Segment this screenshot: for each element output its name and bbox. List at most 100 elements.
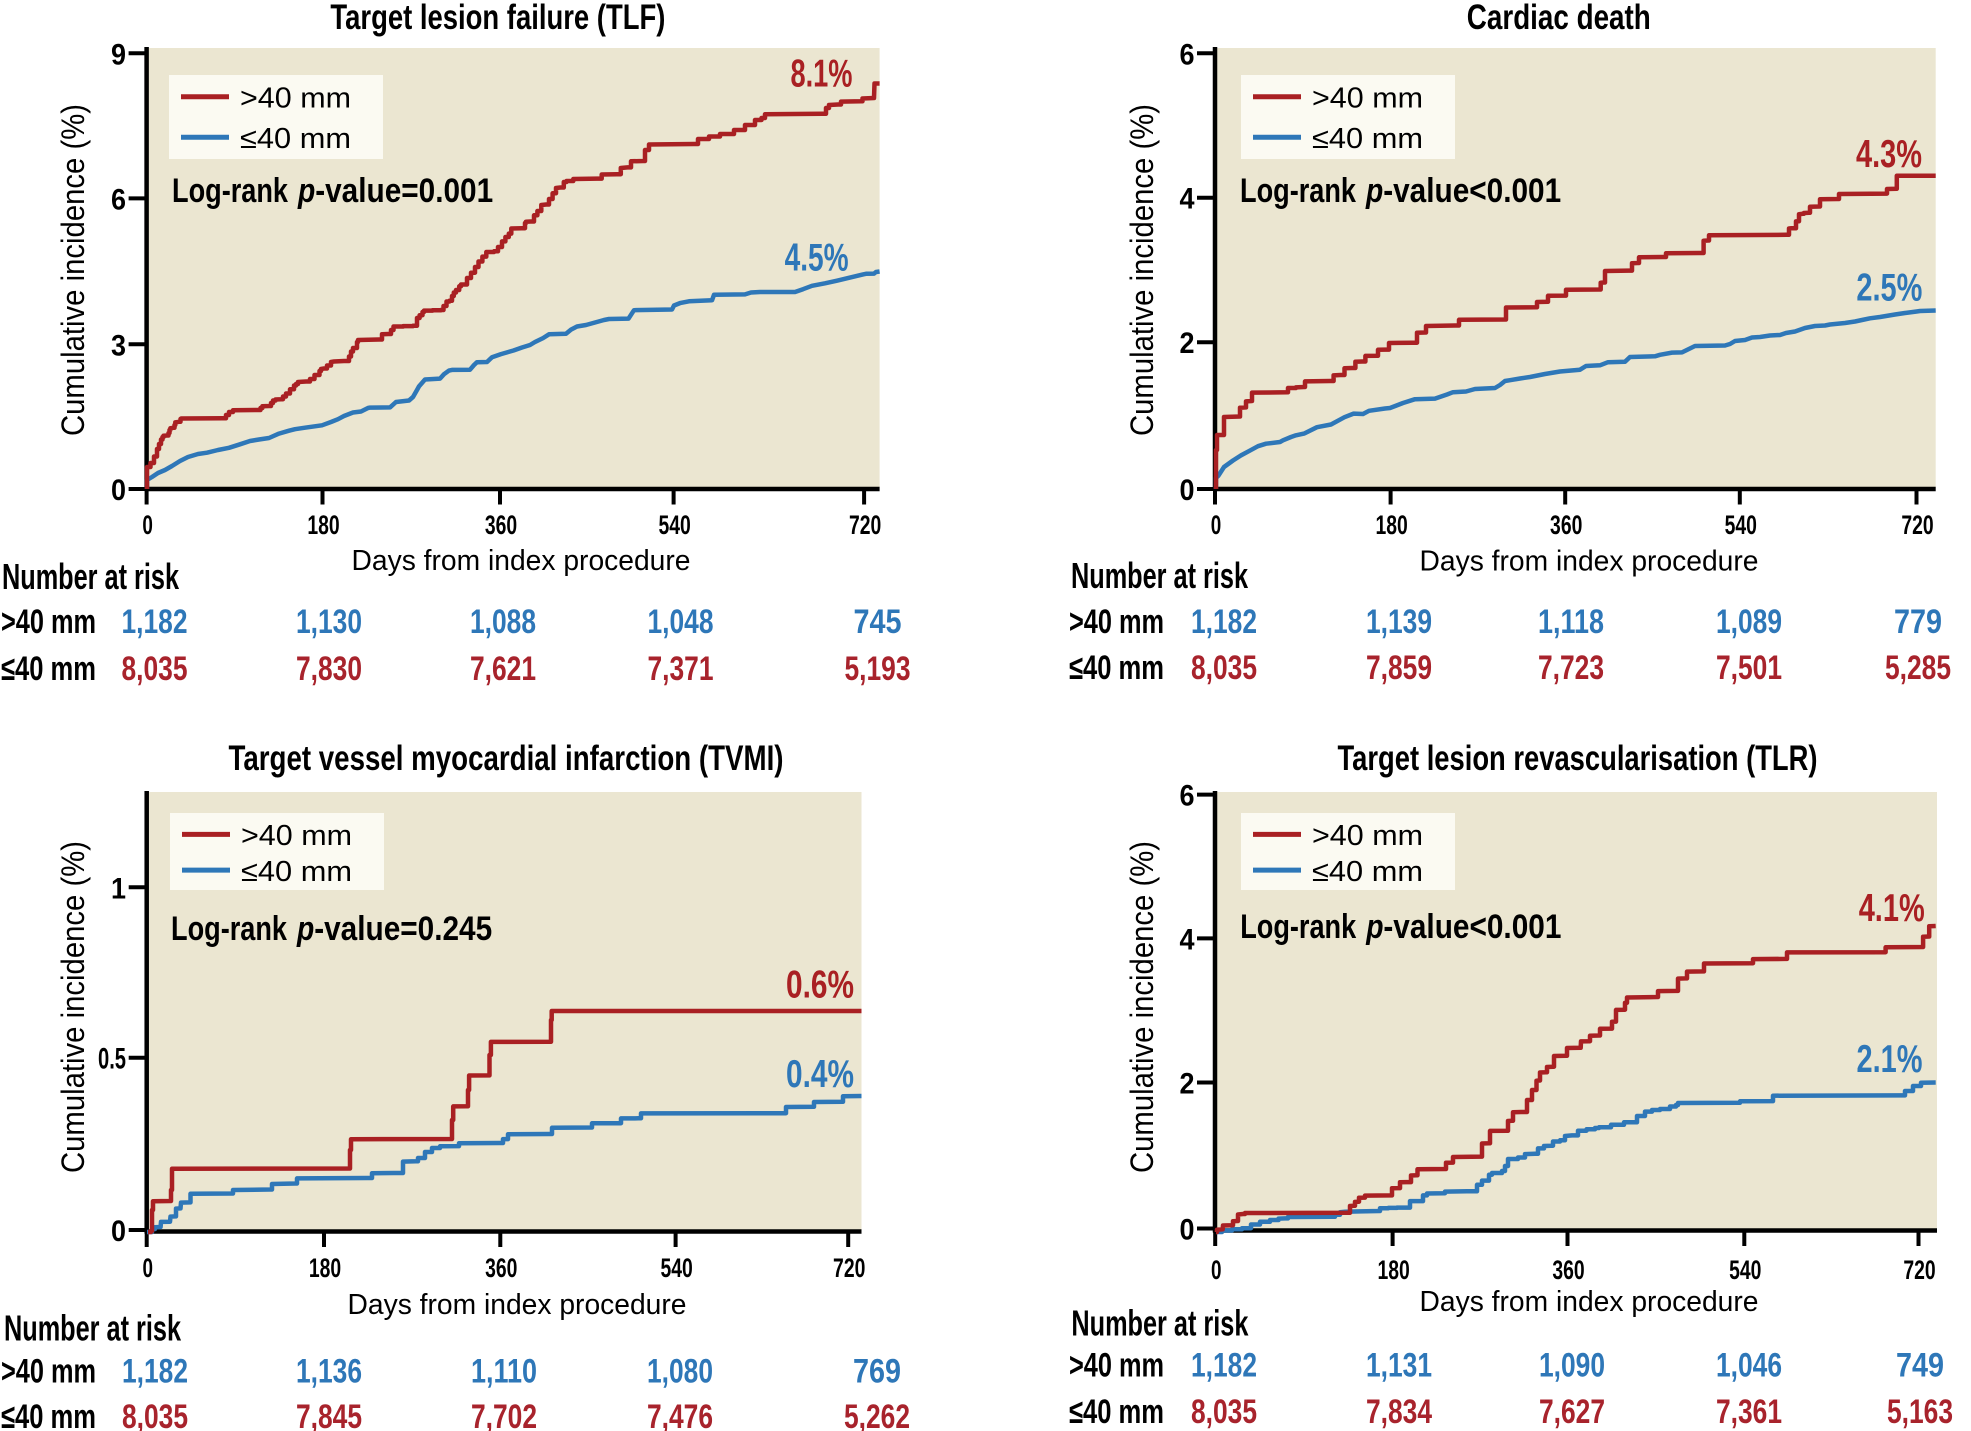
svg-text:3: 3 bbox=[111, 329, 126, 362]
svg-text:Target lesion revascularisatio: Target lesion revascularisation (TLR) bbox=[1338, 739, 1818, 778]
svg-text:7,476: 7,476 bbox=[647, 1398, 713, 1431]
svg-text:1,080: 1,080 bbox=[647, 1353, 713, 1391]
svg-text:>40 mm: >40 mm bbox=[1312, 820, 1423, 852]
svg-text:Days from index procedure: Days from index procedure bbox=[348, 1289, 687, 1321]
svg-text:6: 6 bbox=[111, 183, 126, 216]
svg-text:4.3%: 4.3% bbox=[1856, 133, 1922, 176]
svg-text:Number at risk: Number at risk bbox=[1071, 1303, 1249, 1344]
svg-text:7,845: 7,845 bbox=[296, 1398, 362, 1431]
svg-text:8,035: 8,035 bbox=[122, 650, 188, 688]
svg-text:Log-rank: Log-rank bbox=[1240, 172, 1357, 210]
svg-text:360: 360 bbox=[1552, 1255, 1584, 1285]
svg-text:1,089: 1,089 bbox=[1716, 603, 1782, 641]
svg-text:Log-rank: Log-rank bbox=[171, 910, 288, 948]
svg-text:Number at risk: Number at risk bbox=[2, 556, 180, 597]
svg-text:1,182: 1,182 bbox=[1191, 1347, 1257, 1385]
svg-text:8.1%: 8.1% bbox=[791, 53, 853, 96]
svg-text:p: p bbox=[297, 172, 315, 210]
svg-text:-value=0.001: -value=0.001 bbox=[315, 172, 493, 210]
svg-text:4: 4 bbox=[1180, 923, 1195, 956]
svg-text:≤40 mm: ≤40 mm bbox=[1069, 649, 1164, 687]
svg-text:180: 180 bbox=[307, 510, 339, 540]
svg-text:2: 2 bbox=[1180, 327, 1195, 360]
svg-text:>40 mm: >40 mm bbox=[241, 820, 352, 852]
svg-text:7,361: 7,361 bbox=[1716, 1393, 1782, 1431]
svg-text:Cumulative incidence (%): Cumulative incidence (%) bbox=[1124, 841, 1160, 1173]
svg-text:1,182: 1,182 bbox=[122, 603, 188, 641]
svg-text:4: 4 bbox=[1180, 183, 1195, 216]
svg-text:1: 1 bbox=[111, 872, 126, 905]
svg-text:>40 mm: >40 mm bbox=[1312, 83, 1423, 115]
svg-text:Log-rank: Log-rank bbox=[172, 172, 289, 210]
svg-text:>40 mm: >40 mm bbox=[1, 1353, 96, 1391]
svg-text:0: 0 bbox=[142, 1253, 153, 1283]
svg-text:769: 769 bbox=[853, 1353, 901, 1391]
svg-text:Number at risk: Number at risk bbox=[1071, 555, 1249, 596]
svg-text:1,088: 1,088 bbox=[470, 603, 536, 641]
svg-text:540: 540 bbox=[1729, 1255, 1761, 1285]
svg-text:180: 180 bbox=[1375, 510, 1407, 540]
svg-text:0.6%: 0.6% bbox=[786, 964, 854, 1007]
svg-text:5,163: 5,163 bbox=[1887, 1393, 1953, 1431]
svg-text:2.5%: 2.5% bbox=[1856, 266, 1922, 309]
svg-text:>40 mm: >40 mm bbox=[240, 83, 351, 115]
svg-text:-value=0.245: -value=0.245 bbox=[314, 910, 492, 948]
svg-text:Log-rank: Log-rank bbox=[1240, 908, 1357, 946]
svg-text:7,501: 7,501 bbox=[1716, 649, 1782, 687]
svg-text:7,621: 7,621 bbox=[470, 650, 536, 688]
svg-text:0.4%: 0.4% bbox=[786, 1053, 854, 1096]
svg-text:Cardiac death: Cardiac death bbox=[1467, 0, 1651, 37]
svg-text:779: 779 bbox=[1894, 603, 1942, 641]
svg-text:8,035: 8,035 bbox=[122, 1398, 188, 1431]
svg-text:360: 360 bbox=[1550, 510, 1582, 540]
svg-text:1,136: 1,136 bbox=[296, 1353, 362, 1391]
svg-text:≤40 mm: ≤40 mm bbox=[1, 650, 96, 688]
svg-text:≤40 mm: ≤40 mm bbox=[1, 1398, 96, 1431]
svg-text:Cumulative incidence (%): Cumulative incidence (%) bbox=[55, 104, 91, 436]
svg-text:745: 745 bbox=[854, 603, 902, 641]
svg-text:1,182: 1,182 bbox=[122, 1353, 188, 1391]
svg-text:1,048: 1,048 bbox=[648, 603, 714, 641]
svg-text:7,627: 7,627 bbox=[1539, 1393, 1605, 1431]
svg-text:-value<0.001: -value<0.001 bbox=[1383, 172, 1561, 210]
svg-text:≤40 mm: ≤40 mm bbox=[240, 123, 351, 155]
svg-text:5,285: 5,285 bbox=[1885, 649, 1951, 687]
svg-text:4.1%: 4.1% bbox=[1859, 887, 1925, 930]
svg-text:Target vessel myocardial infar: Target vessel myocardial infarction (TVM… bbox=[229, 739, 784, 778]
svg-text:0: 0 bbox=[142, 510, 153, 540]
svg-text:≤40 mm: ≤40 mm bbox=[1312, 856, 1423, 888]
svg-text:720: 720 bbox=[849, 510, 881, 540]
svg-text:Days from index procedure: Days from index procedure bbox=[352, 545, 691, 577]
svg-text:Days from index procedure: Days from index procedure bbox=[1420, 546, 1759, 578]
svg-text:1,130: 1,130 bbox=[296, 603, 362, 641]
svg-text:5,193: 5,193 bbox=[845, 650, 911, 688]
svg-text:p: p bbox=[296, 910, 314, 948]
svg-text:1,090: 1,090 bbox=[1539, 1347, 1605, 1385]
svg-text:≤40 mm: ≤40 mm bbox=[1069, 1393, 1164, 1431]
svg-text:p: p bbox=[1365, 908, 1383, 946]
svg-text:360: 360 bbox=[485, 510, 517, 540]
svg-text:7,859: 7,859 bbox=[1366, 649, 1432, 687]
svg-text:2: 2 bbox=[1180, 1068, 1195, 1101]
svg-text:0: 0 bbox=[1211, 510, 1222, 540]
svg-text:720: 720 bbox=[1901, 510, 1933, 540]
svg-text:>40 mm: >40 mm bbox=[1069, 1347, 1164, 1385]
svg-text:6: 6 bbox=[1180, 38, 1195, 71]
svg-text:-value<0.001: -value<0.001 bbox=[1383, 908, 1561, 946]
svg-text:2.1%: 2.1% bbox=[1857, 1038, 1923, 1081]
svg-text:7,723: 7,723 bbox=[1538, 649, 1604, 687]
svg-text:0: 0 bbox=[1180, 474, 1195, 507]
svg-text:1,131: 1,131 bbox=[1366, 1347, 1432, 1385]
svg-text:540: 540 bbox=[660, 1253, 692, 1283]
svg-text:p: p bbox=[1365, 172, 1383, 210]
svg-text:720: 720 bbox=[833, 1253, 865, 1283]
svg-text:Number at risk: Number at risk bbox=[4, 1308, 182, 1349]
svg-text:7,371: 7,371 bbox=[648, 650, 714, 688]
svg-text:1,182: 1,182 bbox=[1191, 603, 1257, 641]
svg-text:Days from index procedure: Days from index procedure bbox=[1420, 1286, 1759, 1318]
svg-text:>40 mm: >40 mm bbox=[1069, 603, 1164, 641]
svg-text:Target lesion failure (TLF): Target lesion failure (TLF) bbox=[330, 0, 665, 37]
svg-text:9: 9 bbox=[111, 38, 126, 71]
svg-text:8,035: 8,035 bbox=[1191, 1393, 1257, 1431]
svg-text:720: 720 bbox=[1903, 1255, 1935, 1285]
